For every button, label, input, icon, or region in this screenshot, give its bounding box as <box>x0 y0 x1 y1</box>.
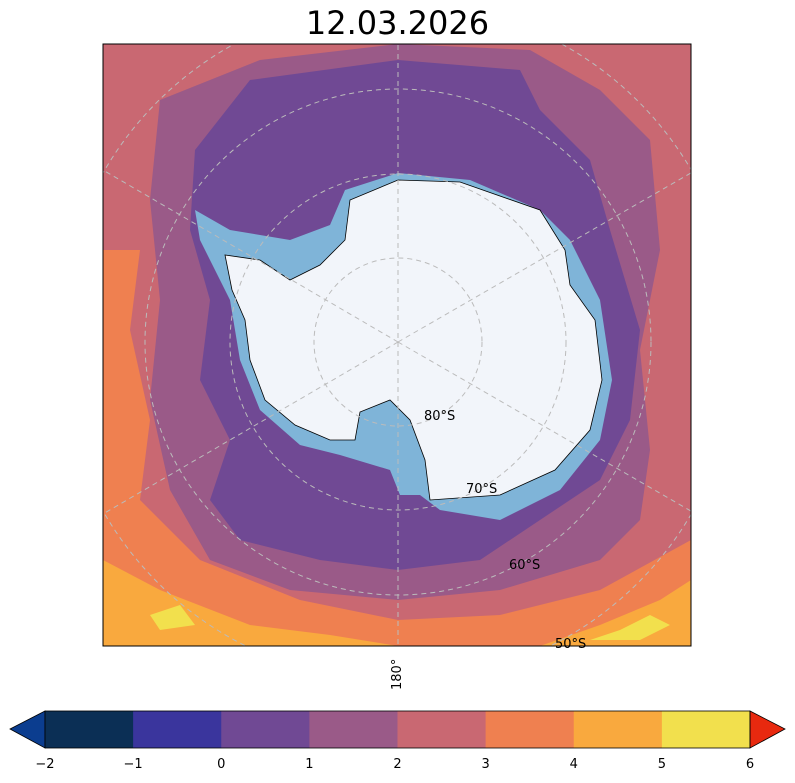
colorbar-segment <box>485 711 575 748</box>
colorbar-segment <box>573 711 663 748</box>
colorbar-over-arrow <box>749 710 786 749</box>
colorbar-segment <box>221 711 310 748</box>
latitude-label-50s: 50°S <box>555 637 587 652</box>
colorbar <box>9 710 786 749</box>
colorbar-tick-label: 4 <box>569 757 578 772</box>
parallel-70s <box>229 173 567 511</box>
latitude-label-80s: 80°S <box>424 409 456 424</box>
longitude-label-180: 180° <box>390 658 405 690</box>
colorbar-tick-label: 0 <box>217 757 226 772</box>
graticule <box>103 44 691 646</box>
map-frame <box>102 43 692 647</box>
band-5-6 <box>150 605 670 640</box>
colorbar-segment <box>397 711 487 748</box>
colorbar-segment <box>309 711 398 748</box>
colorbar-under-arrow <box>9 710 46 749</box>
meridian <box>103 169 399 343</box>
colorbar-tick-label: 3 <box>481 757 490 772</box>
parallel-80s <box>313 257 483 427</box>
colorbar-tick-label: 2 <box>393 757 402 772</box>
meridian <box>103 341 399 515</box>
latitude-label-60s: 60°S <box>509 558 541 573</box>
colorbar-segment <box>45 711 134 748</box>
latitude-label-70s: 70°S <box>466 482 498 497</box>
map-title: 12.03.2026 <box>305 4 490 42</box>
colorbar-segment <box>133 711 222 748</box>
colorbar-tick-label: 6 <box>745 757 755 772</box>
colorbar-outline <box>44 710 751 749</box>
colorbar-tick-label: 1 <box>305 757 314 772</box>
antarctica-land <box>224 179 603 501</box>
colorbar-tick-label: −1 <box>123 757 143 772</box>
colorbar-tick-label: 5 <box>657 757 667 772</box>
colorbar-segment <box>661 711 751 748</box>
sea-surface-temperature-map <box>102 43 692 647</box>
colorbar-tick-label: −2 <box>35 757 55 772</box>
